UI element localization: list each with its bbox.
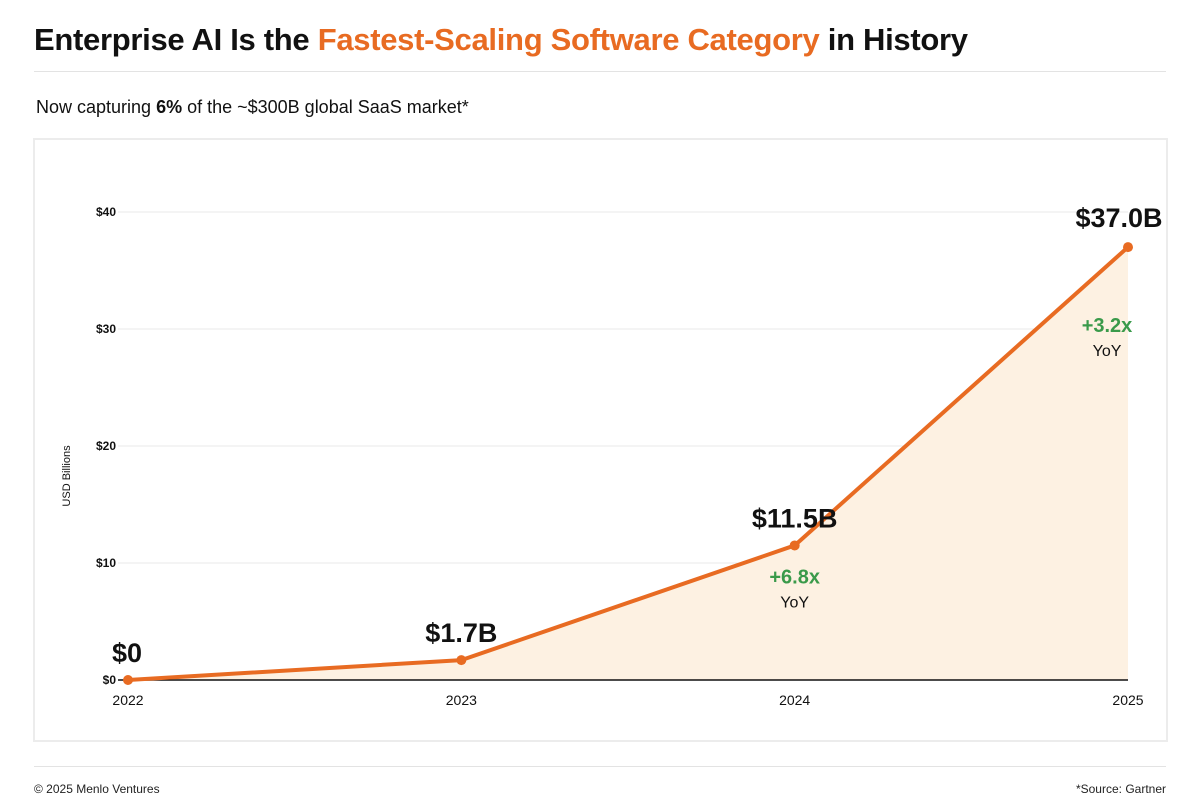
- data-label: $0: [112, 638, 142, 668]
- copyright-text: © 2025 Menlo Ventures: [34, 782, 160, 796]
- y-axis-title: USD Billions: [61, 445, 73, 507]
- chart-panel: $0 $10 $20 $30 $40 USD Billions 2022 2023 2024 20…: [33, 138, 1168, 742]
- y-tick-label: $0: [103, 673, 117, 687]
- chart: $0 $10 $20 $30 $40 USD Billions 2022 2023 2024 20…: [61, 203, 1163, 708]
- growth-annotation-sub: YoY: [780, 594, 809, 611]
- data-label: $37.0B: [1075, 203, 1162, 233]
- subtitle-pre: Now capturing: [36, 97, 157, 117]
- y-tick-label: $40: [96, 205, 116, 219]
- data-point: [1123, 242, 1133, 253]
- growth-annotation: +3.2x: [1082, 315, 1133, 337]
- y-tick-label: $10: [96, 556, 116, 570]
- header-divider: [34, 71, 1166, 72]
- page-subtitle: Now capturing 6% of the ~$300B global Sa…: [36, 97, 469, 118]
- title-accent: Fastest-Scaling Software Category: [317, 22, 820, 57]
- x-tick-label: 2025: [1112, 692, 1143, 708]
- growth-annotation: +6.8x: [769, 566, 820, 588]
- series-line: [126, 245, 1130, 682]
- title-pre: Enterprise AI Is the: [34, 22, 318, 57]
- data-label: $11.5B: [752, 503, 838, 533]
- y-tick-label: $30: [96, 322, 116, 336]
- source-note: *Source: Gartner: [1075, 782, 1166, 796]
- y-tick-label: $20: [96, 439, 116, 453]
- subtitle-bold: 6%: [156, 97, 183, 117]
- area-fill: [128, 247, 1128, 680]
- page-title: Enterprise AI Is the Fastest-Scaling Sof…: [34, 22, 968, 58]
- x-tick-label: 2022: [112, 692, 143, 708]
- data-point: [789, 540, 800, 551]
- subtitle-post: of the ~$300B global SaaS market*: [182, 97, 469, 117]
- data-label: $1.7B: [425, 618, 497, 648]
- footer-divider: [34, 766, 1166, 767]
- growth-annotation-sub: YoY: [1093, 343, 1122, 360]
- title-post: in History: [819, 22, 968, 57]
- x-tick-label: 2024: [779, 692, 810, 708]
- data-point: [456, 655, 467, 666]
- data-point: [123, 675, 133, 685]
- x-tick-label: 2023: [446, 692, 477, 708]
